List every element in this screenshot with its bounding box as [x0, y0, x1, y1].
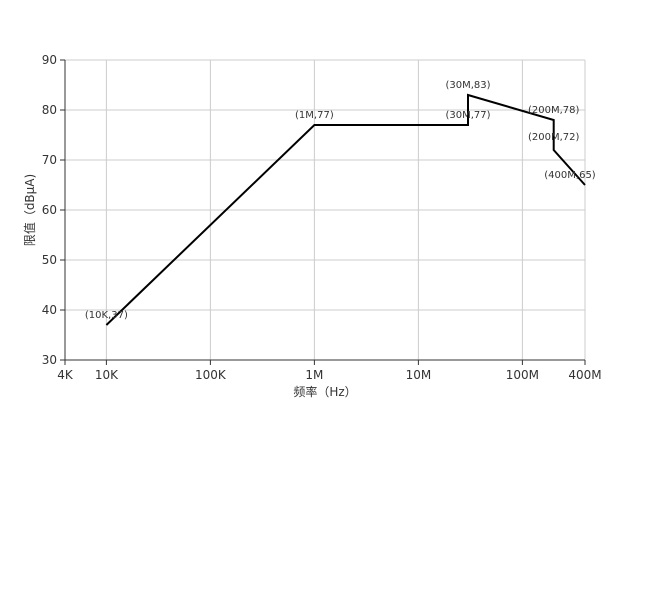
series-line	[105, 93, 586, 326]
data-point-label: (30M,83)	[445, 80, 490, 91]
x-tick-label: 400M	[568, 368, 601, 382]
point-labels: (10K,37) (1M,77) (30M,77) (30M,83) (200M,78)…	[85, 80, 596, 321]
y-tick-label: 40	[42, 303, 57, 317]
y-axis-title: 限值（dBμA)	[22, 174, 37, 246]
data-point-label: (30M,77)	[445, 110, 490, 121]
y-tick-label: 30	[42, 353, 57, 367]
y-tick-label: 60	[42, 203, 57, 217]
x-tick-label: 10M	[406, 368, 432, 382]
x-tick-label: 100K	[195, 368, 227, 382]
y-tick-label: 80	[42, 103, 57, 117]
axes: 30 40 50 60 70 80 90 4K 10K 100K 1M 10M 100M 400M	[42, 53, 602, 382]
series	[105, 93, 586, 326]
y-tick-label: 70	[42, 153, 57, 167]
data-point-label: (1M,77)	[295, 110, 334, 121]
x-tick-label: 4K	[57, 368, 74, 382]
data-point-label: (10K,37)	[85, 310, 128, 321]
x-tick-label: 100M	[506, 368, 539, 382]
x-axis-title: 频率（Hz）	[293, 384, 356, 399]
data-point-label: (200M,72)	[528, 132, 580, 143]
x-tick-label: 1M	[305, 368, 323, 382]
y-tick-label: 90	[42, 53, 57, 67]
data-point-label: (400M,65)	[544, 170, 596, 181]
y-tick-label: 50	[42, 253, 57, 267]
data-point-label: (200M,78)	[528, 105, 580, 116]
grid	[64, 59, 586, 361]
x-tick-label: 10K	[95, 368, 119, 382]
